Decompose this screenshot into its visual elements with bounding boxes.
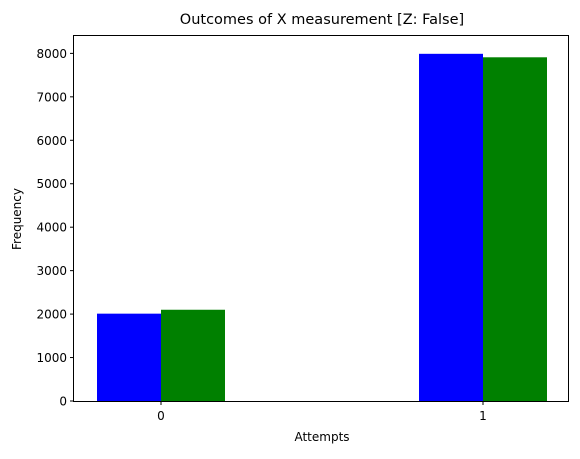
bars-layer [97,53,547,402]
y-tick-label: 7000 [36,90,67,104]
chart-title: Outcomes of X measurement [Z: False] [180,12,464,28]
y-tick-label: 5000 [36,177,67,191]
y-tick-label: 4000 [36,221,67,235]
y-tick-label: 2000 [36,308,67,322]
y-tick-label: 0 [59,395,67,409]
y-tick-label: 8000 [36,47,67,61]
x-tick-label: 0 [157,409,165,423]
y-axis-label: Frequency [10,188,24,250]
y-tick-label: 6000 [36,134,67,148]
x-tick-label: 1 [479,409,487,423]
bar-series0-cat1 [419,53,483,401]
y-tick-label: 1000 [36,351,67,365]
bar-series1-cat0 [161,309,225,401]
bar-series0-cat0 [97,313,161,401]
x-axis-label: Attempts [294,430,349,444]
plot-area-frame [73,35,569,402]
y-tick-label: 3000 [36,264,67,278]
bar-series1-cat1 [483,57,547,402]
